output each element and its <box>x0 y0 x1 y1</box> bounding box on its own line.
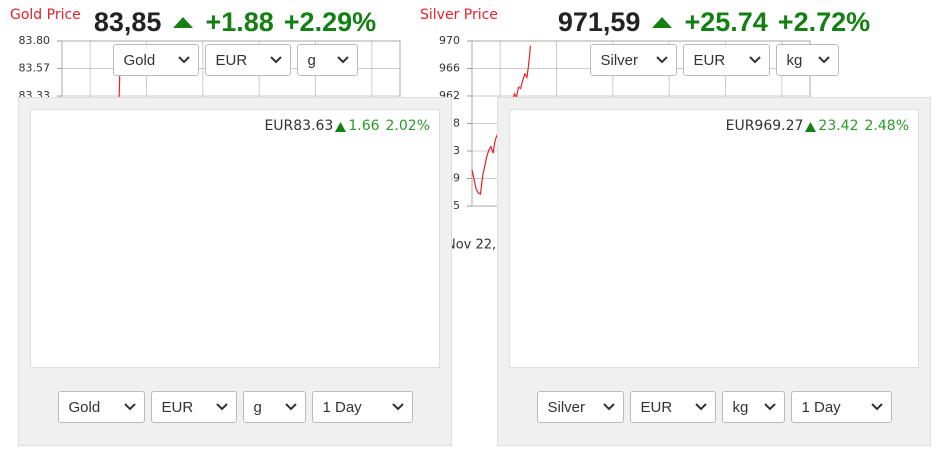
chevron-shape <box>655 56 668 64</box>
chevron-shape <box>391 403 404 411</box>
chart-title: Silver Price <box>420 7 498 23</box>
price-row: 971,59 +25.74 +2.72% <box>479 4 941 40</box>
dropdown-value: Silver <box>547 398 586 416</box>
chevron-shape <box>177 56 190 64</box>
chart-title: Gold Price <box>10 7 81 23</box>
quote-arrow-icon <box>335 121 347 132</box>
chevron-icon <box>269 56 282 64</box>
price-change: +1.88 <box>205 6 274 37</box>
dropdown-value: EUR <box>161 398 194 416</box>
chevron-shape <box>215 403 228 411</box>
dropdown-value: 1 Day <box>322 398 362 416</box>
chevron-icon <box>817 56 830 64</box>
quote-arrow-icon <box>805 121 817 132</box>
dropdown[interactable]: kg <box>721 391 785 423</box>
quote-arrow-shape <box>335 121 347 132</box>
quote-change: 23.42 <box>818 118 859 134</box>
dropdown[interactable]: Silver <box>536 391 624 423</box>
chevron-icon <box>870 403 883 411</box>
dropdown-value: EUR <box>640 398 673 416</box>
dropdown[interactable]: Gold <box>57 391 145 423</box>
chevron-icon <box>748 56 761 64</box>
select-row: Silver EUR kg 1 Day <box>479 391 941 423</box>
dropdown-value: Silver <box>600 51 639 69</box>
chevron-shape <box>763 403 776 411</box>
chevron-shape <box>284 403 297 411</box>
dropdown[interactable]: 1 Day <box>790 391 892 423</box>
dropdown[interactable]: Silver <box>589 44 677 76</box>
chevron-icon <box>177 56 190 64</box>
price-change-pct: +2.29% <box>283 6 377 37</box>
dropdown-value: kg <box>732 398 749 416</box>
dropdown[interactable]: EUR <box>204 44 291 76</box>
y-tick-label: 970 <box>439 34 460 47</box>
chevron-shape <box>694 403 707 411</box>
quote-change: 1.66 <box>348 118 380 134</box>
dropdown[interactable]: EUR <box>629 391 716 423</box>
chevron-shape <box>336 56 349 64</box>
chevron-icon <box>336 56 349 64</box>
dropdown[interactable]: g <box>296 44 358 76</box>
chevron-shape <box>817 56 830 64</box>
up-arrow-icon <box>173 17 194 28</box>
chevron-shape <box>123 403 136 411</box>
chevron-icon <box>602 403 615 411</box>
chevron-icon <box>123 403 136 411</box>
up-arrow-shape <box>173 17 194 28</box>
chevron-icon <box>763 403 776 411</box>
price: 83,85 <box>93 6 162 37</box>
y-tick-label: 83.57 <box>19 61 51 74</box>
dropdown-value: Gold <box>68 398 101 416</box>
dropdown-value: g <box>253 398 262 416</box>
quote: EUR83.63 1.66 2.02% <box>264 116 430 136</box>
chevron-icon <box>694 403 707 411</box>
dropdown-value: Gold <box>123 51 156 69</box>
chevron-icon <box>391 403 404 411</box>
y-tick-label: 966 <box>439 62 460 75</box>
y-tick-label: 83.80 <box>19 34 51 47</box>
dropdown-value: EUR <box>693 51 726 69</box>
chart-area <box>30 109 440 368</box>
quote: EUR969.27 23.42 2.48% <box>726 116 909 136</box>
dropdown[interactable]: EUR <box>150 391 237 423</box>
select-row: Gold EUR g <box>0 44 470 76</box>
chevron-shape <box>602 403 615 411</box>
dropdown[interactable]: 1 Day <box>311 391 413 423</box>
dropdown-value: EUR <box>215 51 248 69</box>
price-change-pct: +2.72% <box>777 6 871 37</box>
chevron-shape <box>748 56 761 64</box>
up-arrow-shape <box>652 17 673 28</box>
select-row: Gold EUR g 1 Day <box>0 391 470 423</box>
quote-value: EUR83.63 <box>264 118 334 134</box>
price-row: 83,85 +1.88 +2.29% <box>0 4 470 40</box>
dropdown-value: kg <box>786 51 803 69</box>
dropdown-value: 1 Day <box>801 398 841 416</box>
chevron-icon <box>655 56 668 64</box>
dropdown[interactable]: Gold <box>112 44 199 76</box>
dropdown[interactable]: g <box>242 391 306 423</box>
price: 971,59 <box>557 6 641 37</box>
quote-arrow-shape <box>805 121 817 132</box>
quote-value: EUR969.27 <box>725 118 804 134</box>
up-arrow-icon <box>652 17 673 28</box>
select-row: Silver EUR kg <box>479 44 941 76</box>
chart-area <box>509 109 919 368</box>
quote-change-pct: 2.48% <box>864 118 909 134</box>
dropdown[interactable]: EUR <box>682 44 770 76</box>
chevron-icon <box>284 403 297 411</box>
price-change: +25.74 <box>684 6 768 37</box>
dropdown[interactable]: kg <box>775 44 839 76</box>
chevron-shape <box>870 403 883 411</box>
quote-change-pct: 2.02% <box>385 118 430 134</box>
dropdown-value: g <box>307 51 316 69</box>
chevron-icon <box>215 403 228 411</box>
chevron-shape <box>269 56 282 64</box>
